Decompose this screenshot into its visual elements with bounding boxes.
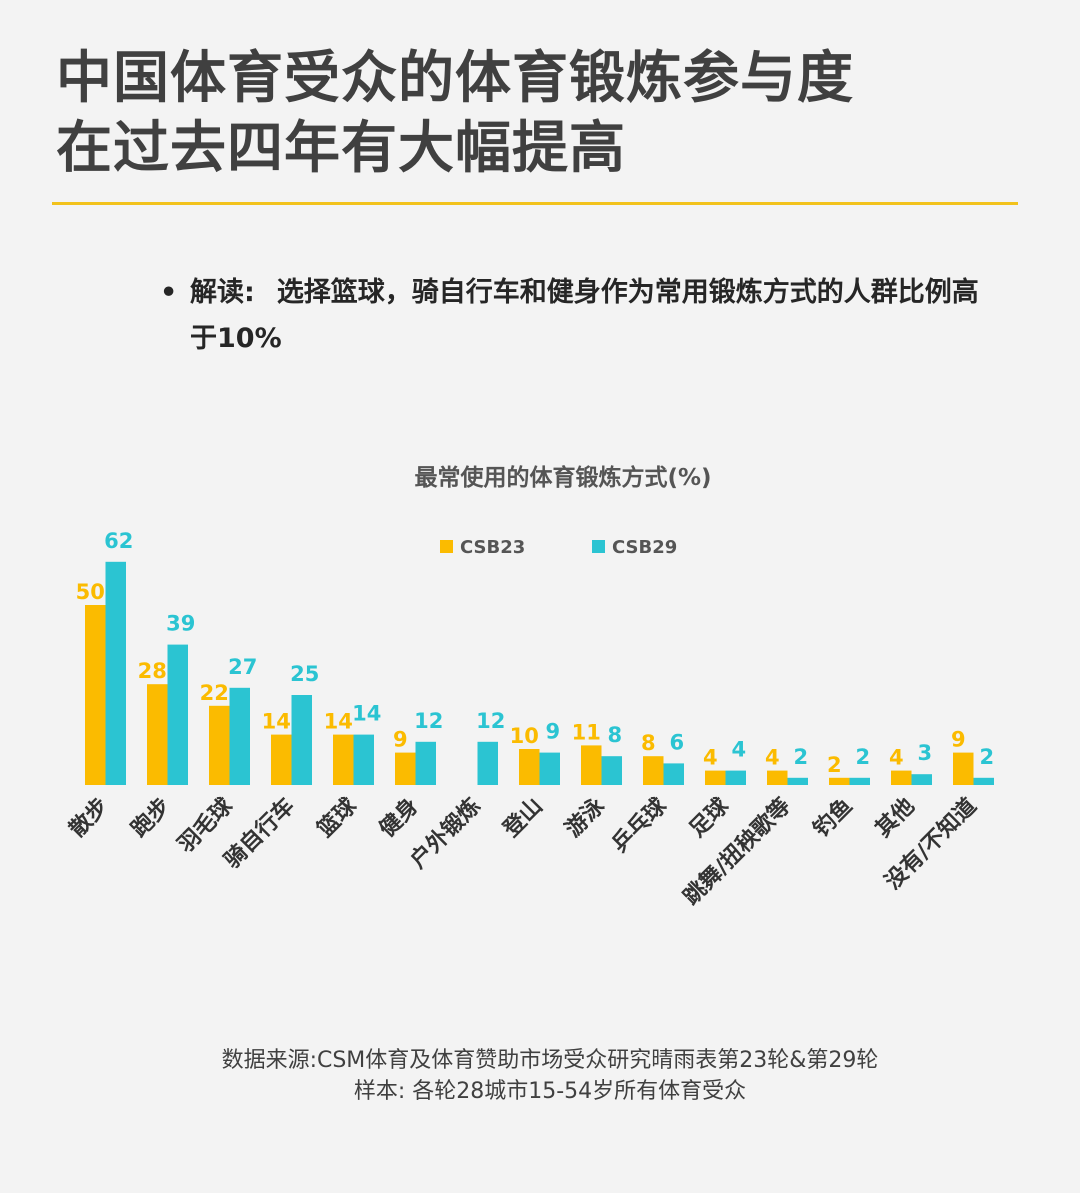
data-label-csb23-14: 9 — [951, 728, 966, 752]
category-label-12: 钓鱼 — [808, 793, 858, 843]
bar-csb29-11 — [787, 777, 808, 785]
note-text: 选择篮球，骑自行车和健身作为常用锻炼方式的人群比例高于10% — [190, 277, 979, 354]
data-label-csb29-5: 12 — [414, 709, 443, 733]
data-label-csb29-9: 6 — [669, 730, 684, 754]
data-label-csb23-3: 14 — [262, 710, 291, 734]
category-label-7: 登山 — [498, 794, 548, 844]
bar-csb29-2 — [229, 687, 250, 785]
title-line-2: 在过去四年有大幅提高 — [56, 116, 626, 181]
footer: 数据来源:CSM体育及体育赞助市场受众研究晴雨表第23轮&第29轮 样本: 各轮… — [0, 1045, 1080, 1107]
data-label-csb29-11: 2 — [793, 745, 808, 769]
legend-swatch-csb23 — [440, 540, 453, 553]
data-label-csb29-1: 39 — [166, 612, 195, 636]
legend-swatch-csb29 — [592, 540, 605, 553]
title-divider — [52, 202, 1018, 205]
page-title: 中国体育受众的体育锻炼参与度 在过去四年有大幅提高 — [56, 44, 854, 184]
data-label-csb23-7: 10 — [510, 724, 539, 748]
bar-csb23-2 — [209, 705, 230, 785]
legend-label-csb23: CSB23 — [460, 537, 525, 558]
bar-csb23-12 — [829, 777, 850, 785]
category-label-1: 跑步 — [126, 793, 176, 843]
bar-csb23-8 — [581, 745, 602, 785]
bar-csb29-1 — [167, 644, 188, 785]
data-label-csb29-8: 8 — [607, 723, 622, 747]
legend-label-csb29: CSB29 — [612, 537, 677, 558]
data-source: 数据来源:CSM体育及体育赞助市场受众研究晴雨表第23轮&第29轮 — [221, 1048, 879, 1073]
category-label-13: 其他 — [871, 794, 920, 843]
bar-csb23-10 — [705, 770, 726, 785]
bar-csb29-6 — [477, 741, 498, 785]
data-label-csb29-13: 3 — [917, 741, 932, 765]
data-label-csb23-8: 11 — [572, 720, 601, 744]
data-label-csb23-13: 4 — [889, 746, 904, 770]
bar-csb29-5 — [415, 741, 436, 785]
category-label-11: 跳舞/扭秧歌等 — [678, 793, 795, 910]
data-label-csb23-1: 28 — [138, 659, 167, 683]
title-line-1: 中国体育受众的体育锻炼参与度 — [56, 46, 854, 111]
bar-csb23-1 — [147, 684, 168, 785]
chart-title: 最常使用的体育锻炼方式(%) — [414, 465, 712, 491]
bar-csb23-13 — [891, 770, 912, 785]
data-label-csb29-10: 4 — [731, 738, 746, 762]
data-label-csb29-4: 14 — [352, 702, 381, 726]
bar-csb23-7 — [519, 749, 540, 785]
data-label-csb29-0: 62 — [104, 529, 133, 553]
data-label-csb23-9: 8 — [641, 731, 656, 755]
category-label-4: 篮球 — [312, 792, 363, 843]
sample-note: 样本: 各轮28城市15-54岁所有体育受众 — [353, 1079, 747, 1104]
bar-csb23-11 — [767, 770, 788, 785]
bar-csb29-10 — [725, 770, 746, 785]
data-label-csb23-2: 22 — [200, 681, 229, 705]
bar-csb29-8 — [601, 756, 622, 785]
data-label-csb29-14: 2 — [979, 745, 994, 769]
bar-csb29-12 — [849, 777, 870, 785]
category-label-10: 足球 — [685, 793, 734, 842]
category-label-9: 乒乓球 — [607, 793, 672, 858]
data-label-csb23-0: 50 — [76, 580, 105, 604]
bar-csb23-5 — [395, 752, 416, 785]
note-label: 解读: — [190, 277, 255, 308]
data-label-csb29-2: 27 — [228, 655, 257, 679]
bar-csb29-3 — [291, 695, 312, 785]
data-label-csb23-11: 4 — [765, 746, 780, 770]
bar-csb29-0 — [105, 561, 126, 785]
bar-csb23-3 — [271, 734, 292, 785]
bar-csb29-13 — [911, 774, 932, 785]
category-label-5: 健身 — [374, 793, 424, 843]
category-label-8: 游泳 — [560, 792, 610, 842]
data-label-csb23-5: 9 — [393, 728, 408, 752]
data-label-csb29-7: 9 — [545, 720, 560, 744]
bar-csb23-9 — [643, 756, 664, 785]
data-label-csb29-6: 12 — [476, 709, 505, 733]
data-label-csb23-10: 4 — [703, 746, 718, 770]
bar-csb29-7 — [539, 752, 560, 785]
bar-csb23-4 — [333, 734, 354, 785]
interpretation-note: • 解读: 选择篮球，骑自行车和健身作为常用锻炼方式的人群比例高于10% — [160, 270, 980, 362]
data-label-csb23-12: 2 — [827, 753, 842, 777]
bar-csb23-14 — [953, 752, 974, 785]
category-label-0: 散步 — [64, 793, 114, 843]
data-label-csb29-12: 2 — [855, 745, 870, 769]
bar-csb23-0 — [85, 605, 106, 785]
data-label-csb23-4: 14 — [324, 710, 353, 734]
bar-csb29-4 — [353, 734, 374, 785]
data-label-csb29-3: 25 — [290, 662, 319, 686]
bar-csb29-14 — [973, 777, 994, 785]
bar-csb29-9 — [663, 763, 684, 785]
bullet-icon: • — [160, 277, 178, 308]
